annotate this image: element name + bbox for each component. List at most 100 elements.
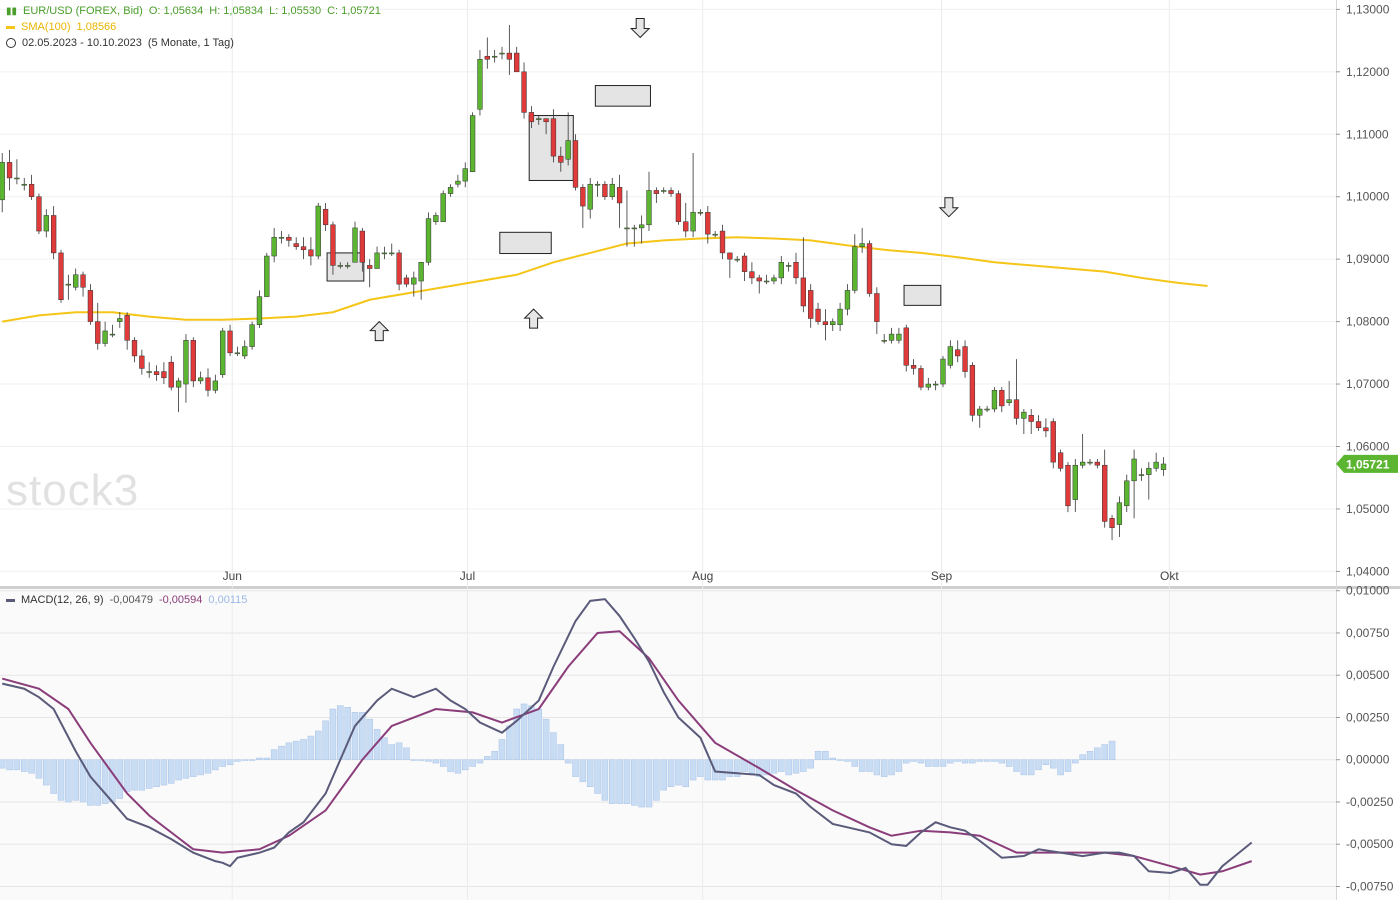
signal-value: -0,00594 [158,594,203,606]
candle-up [830,321,836,325]
macd-hist-bar [572,759,579,777]
macd-hist-bar [594,759,601,794]
candle-up [1072,464,1078,500]
macd-hist-bar [425,759,432,762]
macd-hist-bar [351,712,359,760]
macd-hist-bar [1057,759,1064,776]
macd-hist-bar [1101,744,1108,760]
macd-hist-bar [822,751,829,760]
candle-down [558,155,564,163]
macd-hist-bar [278,745,285,760]
macd-hist-bar [983,759,991,762]
candle-down [514,52,520,73]
x-tick-label: Aug [692,569,713,583]
candle-up [1116,502,1123,525]
candle-up [624,227,630,230]
candle-down [521,71,527,113]
price-tick-label: 1,10000 [1346,190,1390,204]
x-tick-label: Jul [460,569,475,583]
macd-hist-bar [645,759,653,808]
candle-up [565,140,571,160]
macd-hist-bar [145,759,153,789]
macd-hist-bar [792,759,800,774]
candle-down [153,371,160,375]
candle-up [896,333,902,341]
sma-line [2,236,1208,323]
candle-up [852,246,858,291]
candle-up [433,215,439,222]
candle-down [6,162,13,179]
macd-hist-bar [160,759,168,786]
price-tick-label: 1,13000 [1346,2,1390,16]
macd-hist-bar [557,744,565,760]
candle-up [925,383,931,388]
macd-hist-bar [285,742,293,760]
period-label: (5 Monate, 1 Tag) [147,37,234,49]
candle-down [367,265,373,269]
macd-hist-bar [21,759,28,772]
candle-up [175,380,182,388]
macd-hist-bar [1042,759,1050,766]
candle-up [940,358,946,385]
macd-hist-bar [329,708,337,760]
candle-down [484,55,490,60]
candle-down [1057,452,1064,469]
macd-legend: MACD(12, 26, 9) -0,00479 -0,00594 0,0011… [6,594,247,606]
candle-down [80,274,86,288]
candle-down [95,321,101,344]
candle-up [1153,461,1159,469]
macd-hist-bar [513,708,520,760]
candle-down [139,355,145,369]
macd-hist-bar [660,759,667,791]
macd-hist-bar [381,737,388,760]
candle-up [1087,461,1093,464]
signal-line [1,630,1253,876]
last-price-label: 1,05721 [1346,457,1390,471]
macd-hist-bar [315,730,322,760]
macd-line-icon [6,598,15,602]
macd-hist-bar [851,759,859,767]
candle-down [962,346,968,372]
macd-hist-bar [653,759,660,801]
macd-tick-label: 0,00750 [1346,626,1390,640]
macd-hist-bar [1064,759,1072,772]
sma-legend: SMA(100) 1,08566 [6,21,116,33]
candle-down [1043,427,1049,432]
macd-hist-bar [719,759,726,781]
candle-up [837,308,843,325]
macd-hist-bar [954,759,961,762]
candle-down [1102,464,1108,522]
macd-hist-bar [829,757,836,760]
candle-down [918,368,924,388]
candle-up [1160,463,1167,470]
candle-down [300,246,307,251]
candle-down [227,330,233,354]
macd-hist-bar [1079,754,1086,760]
candle-down [675,193,682,222]
candle-up [594,183,601,186]
macd-hist-bar [1108,740,1116,760]
candle-down [741,255,748,272]
macd-hist-bar [638,759,645,808]
macd-hist-bar [528,705,535,760]
price-tick-label: 1,05000 [1346,502,1390,516]
candle-up [786,265,792,267]
candle-up [947,346,954,366]
pattern-box [499,231,552,255]
candle-up [73,274,79,288]
macd-tick-label: -0,00250 [1346,795,1394,809]
candle-up [984,408,990,411]
macd-hist-bar [1072,759,1079,764]
candle-up [881,340,887,342]
candle-up [712,233,718,236]
macd-hist-bar [248,759,256,761]
macd-hist-bar [778,759,785,772]
candle-down [910,365,917,369]
arrow-up-icon [523,308,544,329]
candle-up [264,255,270,297]
macd-panel-bg [0,589,1336,900]
price-tick-label: 1,04000 [1346,564,1390,578]
close-value: C: 1,05721 [327,5,381,17]
